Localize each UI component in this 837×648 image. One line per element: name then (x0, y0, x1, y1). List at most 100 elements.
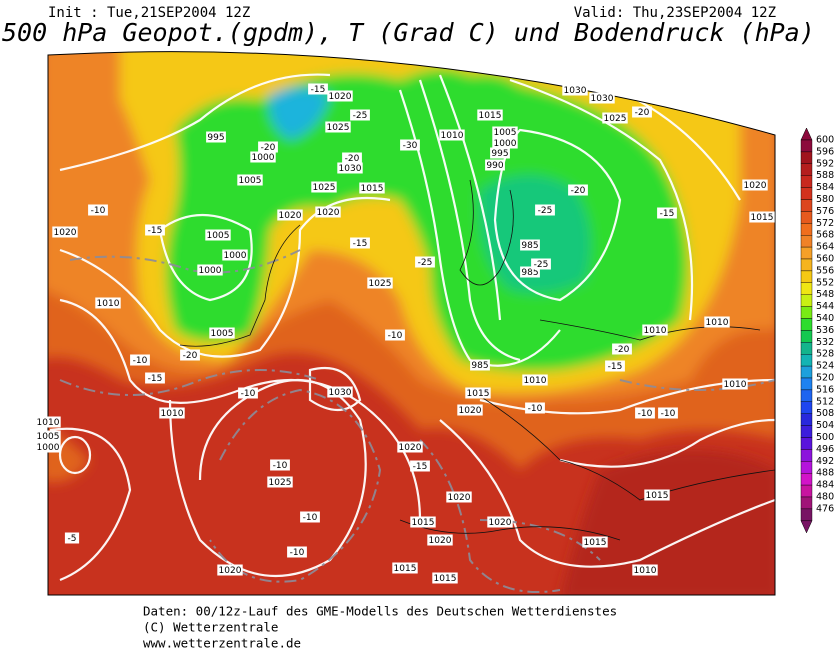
label-box (465, 387, 491, 399)
contour-label: 1025 (327, 123, 350, 133)
label-box (159, 407, 185, 419)
label-box (415, 256, 435, 268)
contour-label: 1020 (489, 518, 512, 528)
contour-label: 1000 (199, 266, 222, 276)
label-box (605, 360, 625, 372)
contour-label: 1020 (448, 493, 471, 503)
colorbar-swatch (800, 187, 813, 200)
contour-label: -15 (148, 226, 163, 236)
colorbar-swatch (800, 151, 813, 164)
footer-copyright: (C) Wetterzentrale (143, 620, 278, 635)
footer-url: www.wetterzentrale.de (143, 636, 301, 648)
label-box (325, 121, 351, 133)
label-box (492, 137, 518, 149)
label-box (88, 204, 108, 216)
contour-label: -20 (635, 108, 650, 118)
contour-label: 1015 (394, 564, 417, 574)
colorbar-label: 508 (816, 408, 834, 419)
label-box (130, 354, 150, 366)
label-box (400, 139, 420, 151)
label-box (64, 532, 80, 544)
label-box (180, 349, 200, 361)
label-box (632, 106, 652, 118)
contour-label: -20 (183, 351, 198, 361)
contour-label: 1025 (369, 279, 392, 289)
colorbar-label: 484 (816, 480, 834, 491)
colorbar-label: 596 (816, 146, 834, 157)
label-box (367, 277, 393, 289)
label-box (145, 372, 165, 384)
contour-label: -15 (608, 362, 623, 372)
contour-label: 1000 (252, 153, 275, 163)
label-box (300, 511, 320, 523)
contour-label: -25 (418, 258, 433, 268)
label-box (742, 179, 768, 191)
contour-label: -10 (133, 356, 148, 366)
colorbar-label: 576 (816, 206, 834, 217)
contour-label: -15 (660, 209, 675, 219)
contour-label: -10 (241, 389, 256, 399)
label-box (95, 297, 121, 309)
label-box (582, 536, 608, 548)
contour-label: -10 (388, 331, 403, 341)
init-time: Init : Tue,21SEP2004 12Z (48, 5, 250, 21)
label-box (35, 416, 61, 428)
label-box (410, 460, 430, 472)
colorbar-swatch (800, 365, 813, 379)
colorbar-label: 568 (816, 230, 834, 241)
label-box (267, 476, 293, 488)
contour-label: 1015 (584, 538, 607, 548)
contour-label: 1030 (339, 164, 362, 174)
colorbar-swatch (800, 377, 813, 391)
contour-label: 1015 (646, 491, 669, 501)
colorbar-swatch (800, 461, 813, 474)
contour-label: 1005 (494, 128, 517, 138)
map-area (48, 51, 775, 595)
colorbar-label: 544 (816, 301, 834, 312)
label-box (145, 224, 165, 236)
colorbar-swatch (800, 175, 813, 188)
contour-label: 1015 (751, 213, 774, 223)
map-frame (47, 51, 776, 596)
colorbar-label: 552 (816, 277, 834, 288)
colorbar-label: 560 (816, 254, 834, 265)
contour-label: 1010 (706, 318, 729, 328)
colorbar-swatch (800, 342, 813, 355)
colorbar-swatch (800, 413, 813, 426)
label-box (612, 343, 632, 355)
colorbar-swatch (800, 234, 813, 248)
valid-time: Valid: Thu,23SEP2004 12Z (574, 5, 776, 21)
contour-label: -20 (345, 154, 360, 164)
contour-label: -10 (91, 206, 106, 216)
label-box (385, 329, 405, 341)
contour-label: -20 (261, 143, 276, 153)
contour-label: 1010 (644, 326, 667, 336)
contour-label: 1025 (269, 478, 292, 488)
label-box (427, 534, 453, 546)
contour-label: 995 (207, 133, 224, 143)
contour-label: 1005 (239, 176, 262, 186)
colorbar-swatch (800, 473, 813, 486)
contour-label: 1010 (724, 380, 747, 390)
colorbar-swatch (800, 437, 813, 450)
colorbar-swatch (800, 294, 813, 307)
contour-label: 1015 (479, 111, 502, 121)
label-box (477, 109, 503, 121)
label-box (658, 407, 678, 419)
colorbar-label: 524 (816, 361, 834, 372)
contour-label: 995 (491, 149, 508, 159)
contour-label: 1015 (434, 574, 457, 584)
contour-label: -15 (148, 374, 163, 384)
contour-label: 985 (521, 241, 538, 251)
contour-label: 1005 (211, 329, 234, 339)
contour-label: 1010 (161, 409, 184, 419)
colorbar-swatch (800, 163, 813, 176)
label-box (206, 131, 226, 143)
label-box (470, 359, 490, 371)
colorbar-label: 584 (816, 182, 834, 193)
label-box (520, 266, 540, 278)
contour-label: 1020 (54, 228, 77, 238)
colorbar-label: 488 (816, 468, 834, 479)
colorbar: 6005965925885845805765725685645605565525… (800, 127, 834, 534)
contour-label: -15 (311, 85, 326, 95)
